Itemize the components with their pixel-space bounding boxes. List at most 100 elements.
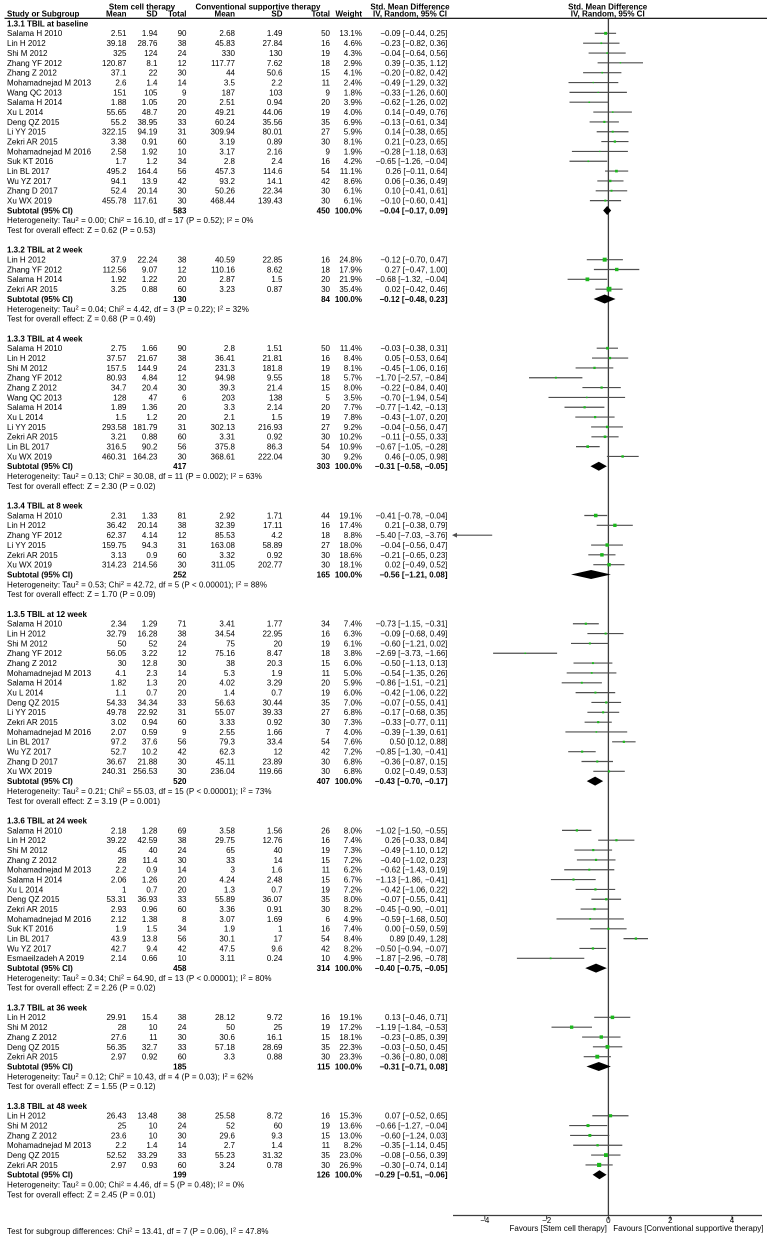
svg-text:1.3.1 TBIL at baseline: 1.3.1 TBIL at baseline — [7, 19, 89, 28]
svg-text:1.4: 1.4 — [271, 1141, 283, 1150]
svg-text:60: 60 — [178, 137, 187, 146]
svg-text:4.24: 4.24 — [219, 875, 235, 884]
svg-text:30: 30 — [178, 561, 187, 570]
svg-text:20: 20 — [274, 639, 283, 648]
svg-text:54: 54 — [321, 443, 330, 452]
svg-text:Li YY 2015: Li YY 2015 — [7, 708, 46, 717]
svg-text:120.87: 120.87 — [102, 59, 127, 68]
svg-text:−1.02 [−1.50, −0.55]: −1.02 [−1.50, −0.55] — [376, 826, 448, 835]
svg-text:36.07: 36.07 — [262, 895, 283, 904]
svg-text:2.14: 2.14 — [267, 403, 283, 412]
svg-text:−0.49 [−1.29, 0.32]: −0.49 [−1.29, 0.32] — [380, 78, 447, 87]
svg-text:252: 252 — [173, 570, 187, 579]
svg-text:Shi M 2012: Shi M 2012 — [7, 1121, 48, 1130]
svg-text:1.3.6 TBIL at 24 week: 1.3.6 TBIL at 24 week — [7, 816, 87, 825]
svg-text:2.06: 2.06 — [111, 875, 127, 884]
svg-text:18.1%: 18.1% — [339, 1033, 362, 1042]
svg-text:4.3%: 4.3% — [344, 49, 362, 58]
svg-text:−0.12 [−0.70, 0.47]: −0.12 [−0.70, 0.47] — [380, 256, 447, 265]
svg-text:Wang QC 2013: Wang QC 2013 — [7, 393, 62, 402]
svg-text:60: 60 — [178, 905, 187, 914]
svg-text:43.9: 43.9 — [111, 935, 127, 944]
svg-text:−0.50 [−0.94, −0.07]: −0.50 [−0.94, −0.07] — [376, 944, 448, 953]
svg-text:24: 24 — [178, 364, 187, 373]
svg-text:30: 30 — [178, 197, 187, 206]
svg-text:Conventional supportive therap: Conventional supportive therapy — [196, 2, 321, 11]
svg-text:16: 16 — [321, 39, 330, 48]
svg-text:15.4: 15.4 — [142, 1013, 158, 1022]
svg-text:60: 60 — [178, 1053, 187, 1062]
svg-text:6.1%: 6.1% — [344, 639, 362, 648]
svg-text:128: 128 — [113, 393, 127, 402]
svg-text:3.3: 3.3 — [224, 403, 236, 412]
svg-text:15: 15 — [321, 1131, 330, 1140]
svg-text:1.89: 1.89 — [111, 403, 127, 412]
svg-text:Test for overall effect: Z = 3: Test for overall effect: Z = 3.19 (P = 0… — [7, 797, 160, 806]
svg-text:15: 15 — [321, 1033, 330, 1042]
svg-text:−0.07 [−0.55, 0.41]: −0.07 [−0.55, 0.41] — [380, 698, 447, 707]
svg-text:−0.36 [−0.87, 0.15]: −0.36 [−0.87, 0.15] — [380, 757, 447, 766]
svg-text:2.16: 2.16 — [267, 147, 283, 156]
svg-text:−0.33 [−1.26, 0.60]: −0.33 [−1.26, 0.60] — [380, 88, 447, 97]
svg-text:47.5: 47.5 — [219, 944, 235, 953]
svg-text:40: 40 — [149, 846, 158, 855]
svg-text:Test for subgroup differences:: Test for subgroup differences: Chi2​ = 1… — [7, 1227, 269, 1236]
svg-text:−0.50 [−1.13, 0.13]: −0.50 [−1.13, 0.13] — [380, 659, 447, 668]
svg-text:325: 325 — [113, 49, 127, 58]
svg-text:50: 50 — [321, 29, 330, 38]
svg-text:236.04: 236.04 — [211, 767, 236, 776]
svg-text:Zekri AR 2015: Zekri AR 2015 — [7, 137, 58, 146]
svg-text:Esmaeilzadeh A 2019: Esmaeilzadeh A 2019 — [7, 954, 84, 963]
svg-text:Weight: Weight — [335, 10, 362, 19]
svg-text:9.72: 9.72 — [267, 1013, 283, 1022]
svg-text:2.3: 2.3 — [146, 669, 158, 678]
svg-text:144.9: 144.9 — [137, 364, 158, 373]
svg-text:11: 11 — [322, 669, 331, 678]
svg-text:Test for overall effect: Z = 1: Test for overall effect: Z = 1.70 (P = 0… — [7, 590, 156, 599]
svg-text:27.6: 27.6 — [111, 1033, 127, 1042]
svg-text:0.89: 0.89 — [267, 137, 283, 146]
svg-text:4.02: 4.02 — [219, 679, 235, 688]
svg-text:0.06 [−0.36, 0.49]: 0.06 [−0.36, 0.49] — [385, 177, 448, 186]
svg-text:Lin BL 2017: Lin BL 2017 — [7, 738, 50, 747]
svg-text:Zhang D 2017: Zhang D 2017 — [7, 187, 58, 196]
svg-text:Zhang Z 2012: Zhang Z 2012 — [7, 69, 57, 78]
svg-text:4.1: 4.1 — [115, 669, 127, 678]
svg-text:45: 45 — [118, 846, 127, 855]
svg-text:56.05: 56.05 — [106, 649, 127, 658]
svg-text:Shi M 2012: Shi M 2012 — [7, 1023, 48, 1032]
svg-text:16.1: 16.1 — [267, 1033, 283, 1042]
svg-text:28.12: 28.12 — [215, 1013, 236, 1022]
svg-text:42.59: 42.59 — [137, 836, 158, 845]
svg-text:10.2: 10.2 — [142, 748, 158, 757]
svg-text:−0.30 [−0.74, 0.14]: −0.30 [−0.74, 0.14] — [380, 1161, 447, 1170]
svg-text:22.92: 22.92 — [137, 708, 158, 717]
svg-text:24: 24 — [178, 49, 187, 58]
svg-text:38: 38 — [178, 354, 187, 363]
svg-text:Study or Subgroup: Study or Subgroup — [7, 10, 80, 19]
svg-text:1.88: 1.88 — [111, 98, 127, 107]
svg-text:0.88: 0.88 — [142, 433, 158, 442]
svg-text:3.17: 3.17 — [219, 147, 235, 156]
svg-text:13.9: 13.9 — [142, 177, 158, 186]
svg-text:0.92: 0.92 — [142, 1053, 158, 1062]
svg-text:−0.03 [−0.38, 0.31]: −0.03 [−0.38, 0.31] — [380, 344, 447, 353]
svg-text:30: 30 — [321, 757, 330, 766]
svg-text:138: 138 — [269, 393, 283, 402]
svg-text:Mohamadnejad M 2016: Mohamadnejad M 2016 — [7, 147, 92, 156]
svg-text:3.8%: 3.8% — [344, 649, 362, 658]
svg-text:30: 30 — [178, 659, 187, 668]
svg-text:9: 9 — [326, 147, 331, 156]
svg-text:19: 19 — [321, 1023, 330, 1032]
svg-text:8: 8 — [182, 915, 187, 924]
svg-text:Salama H 2010: Salama H 2010 — [7, 620, 63, 629]
svg-text:151: 151 — [113, 88, 127, 97]
svg-text:455.78: 455.78 — [102, 197, 127, 206]
svg-text:16: 16 — [321, 157, 330, 166]
svg-text:31: 31 — [178, 128, 187, 137]
svg-text:Salama H 2014: Salama H 2014 — [7, 275, 63, 284]
svg-text:17.9%: 17.9% — [339, 265, 362, 274]
svg-text:−0.36 [−0.80, 0.08]: −0.36 [−0.80, 0.08] — [380, 1053, 447, 1062]
svg-text:−0.62 [−1.43, 0.19]: −0.62 [−1.43, 0.19] — [380, 866, 447, 875]
svg-text:3.5: 3.5 — [224, 78, 236, 87]
